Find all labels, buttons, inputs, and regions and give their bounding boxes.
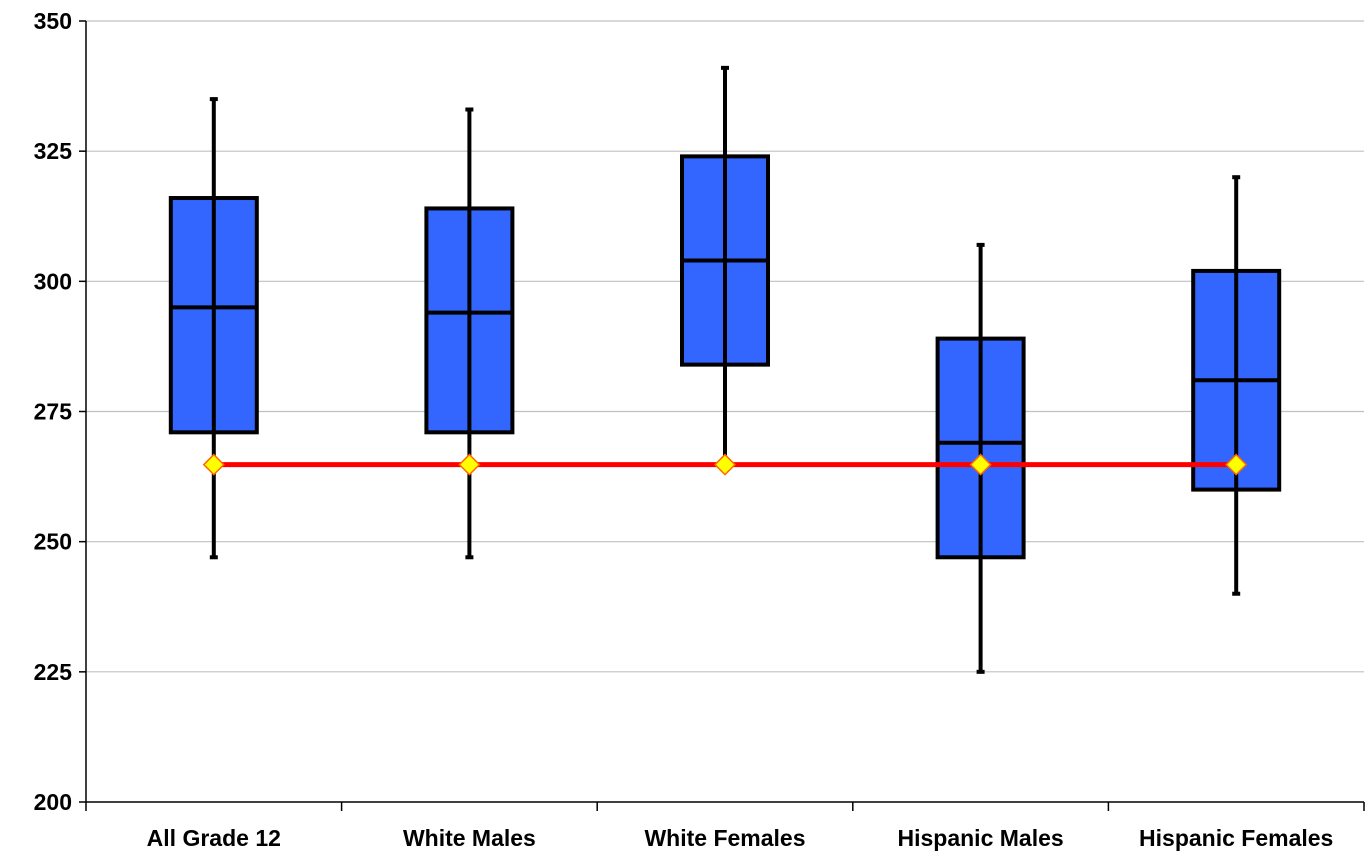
reference-marker [202,453,225,476]
box-1 [168,97,259,560]
y-tick-label: 275 [34,399,73,425]
reference-marker [1225,453,1248,476]
x-category-label: All Grade 12 [147,825,281,851]
x-category-label: White Females [644,825,805,851]
x-category-label: White Males [403,825,536,851]
box-series [168,65,1282,674]
box-4 [935,242,1026,674]
box-5 [1191,175,1282,596]
reference-marker [713,453,737,476]
x-category-label: Hispanic Males [898,825,1064,851]
y-tick-label: 250 [34,529,72,555]
box-3 [680,65,770,466]
y-tick-label: 325 [34,138,73,164]
y-tick-label: 225 [34,659,73,685]
reference-line-series [202,453,1248,476]
x-category-label: Hispanic Females [1139,825,1333,851]
y-tick-label: 350 [34,8,72,34]
axes [79,20,1365,811]
x-axis-category-labels: All Grade 12 White Males White Females Hisp… [147,825,1334,851]
box-2 [424,107,515,560]
reference-marker [458,453,481,476]
y-tick-label: 300 [34,268,72,294]
y-tick-label: 200 [34,789,72,815]
y-axis-tick-labels: 200 225 250 275 300 325 350 [34,8,73,815]
reference-marker [969,453,992,476]
